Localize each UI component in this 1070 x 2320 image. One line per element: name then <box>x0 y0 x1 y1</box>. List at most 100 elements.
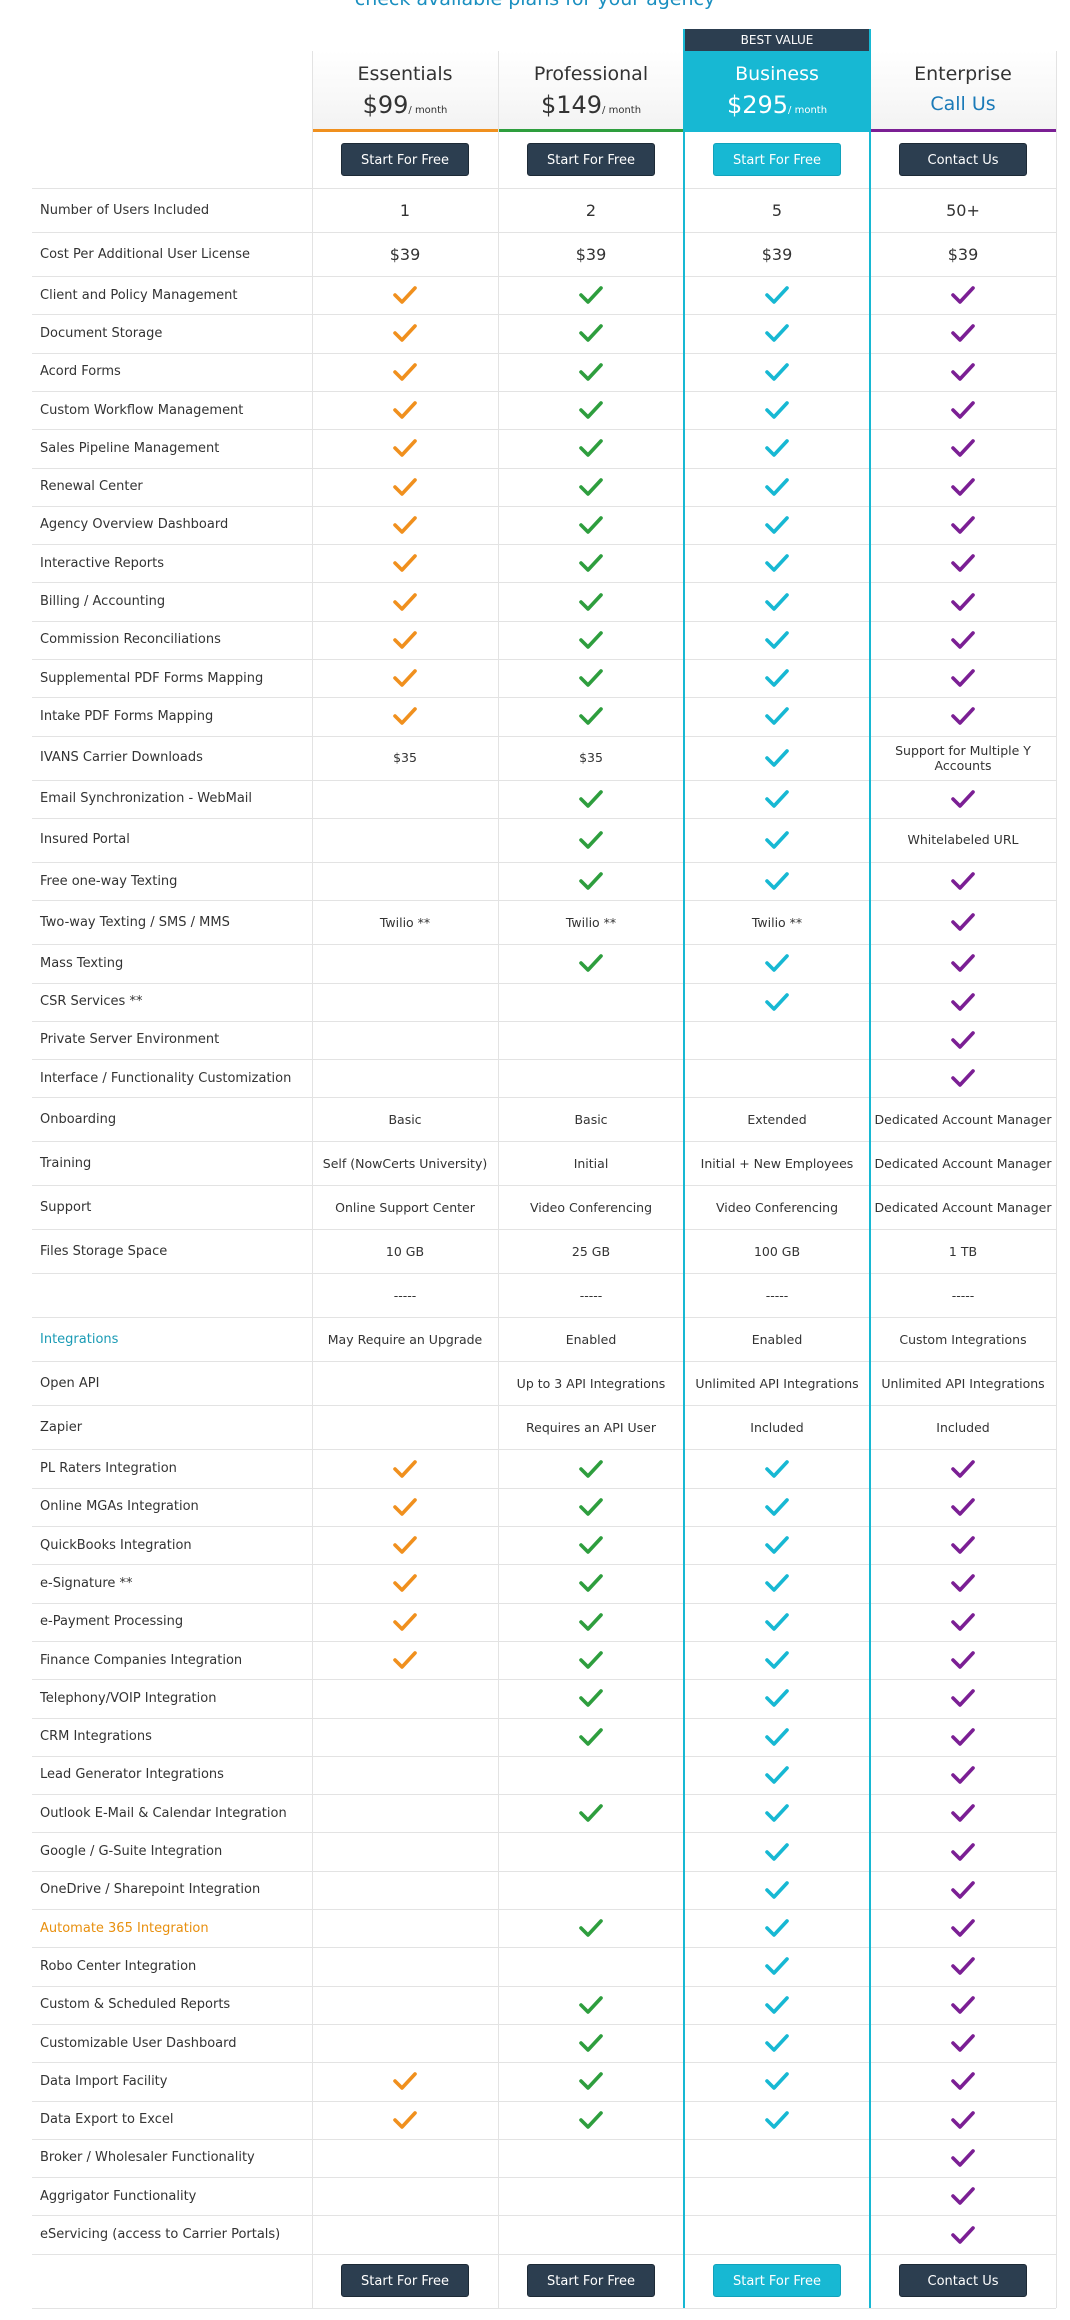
plan-price: $295 <box>726 91 789 119</box>
checkmark-stroke <box>765 554 789 573</box>
plan-header: Professional $149/ month <box>498 51 684 132</box>
check-cell <box>870 697 1056 735</box>
plan-header: Essentials $99/ month <box>312 51 498 132</box>
plan-button[interactable]: Start For Free <box>341 2264 469 2298</box>
plan-button[interactable]: Start For Free <box>713 143 841 176</box>
row-label: Lead Generator Integrations <box>40 1767 224 1783</box>
check-cell <box>684 353 870 391</box>
row-divider <box>32 982 1056 984</box>
checkmark <box>765 2110 789 2129</box>
row-divider <box>32 697 1056 699</box>
row-label: e-Payment Processing <box>40 1614 184 1630</box>
checkmark <box>951 669 975 687</box>
checkmark-stroke <box>951 789 975 808</box>
row-label: CRM Integrations <box>40 1729 152 1745</box>
row-divider <box>32 817 1056 819</box>
cell-text: 1 TB <box>948 1243 978 1259</box>
checkmark-stroke <box>951 2149 975 2167</box>
row-label: Telephony/VOIP Integration <box>40 1690 217 1706</box>
checkmark-stroke <box>765 2034 789 2052</box>
checkmark-stroke <box>393 707 417 726</box>
check-cell <box>498 2062 684 2100</box>
checkmark-stroke <box>951 1069 975 1088</box>
check-cell <box>870 1603 1056 1641</box>
checkmark <box>951 1031 975 1049</box>
checkmark-stroke <box>951 2034 975 2052</box>
checkmark-stroke <box>765 789 789 808</box>
check-cell <box>684 1526 870 1564</box>
plan-price-block: $99/ month <box>312 91 498 119</box>
checkmark <box>951 1459 975 1478</box>
check-cell <box>870 1794 1056 1832</box>
check-cell <box>684 1909 870 1947</box>
plan-period: / month <box>408 105 448 116</box>
row-divider <box>32 1185 1056 1187</box>
check-cell <box>312 621 498 659</box>
cell-text: ----- <box>579 1287 603 1303</box>
row-label: CSR Services ** <box>40 994 143 1010</box>
row-label: Custom & Scheduled Reports <box>40 1997 231 2013</box>
checkmark-stroke <box>951 2225 975 2244</box>
plan-name: Professional <box>533 63 649 85</box>
cell-text: Unlimited API Integrations <box>695 1375 859 1391</box>
checkmark-stroke <box>579 1727 603 1746</box>
plan-button[interactable]: Contact Us <box>899 2264 1027 2298</box>
checkmark <box>765 954 789 973</box>
checkmark <box>951 2149 975 2167</box>
row-divider <box>32 390 1056 392</box>
checkmark <box>393 2072 417 2091</box>
row-divider <box>32 314 1056 316</box>
row-label: Private Server Environment <box>40 1032 220 1048</box>
check-cell <box>312 429 498 467</box>
plan-button[interactable]: Start For Free <box>341 143 469 176</box>
row-divider <box>32 467 1056 469</box>
checkmark-stroke <box>579 1919 603 1937</box>
plan-button[interactable]: Contact Us <box>899 143 1027 176</box>
checkmark-stroke <box>579 1574 603 1593</box>
check-cell <box>870 1526 1056 1564</box>
plan-button[interactable]: Start For Free <box>527 143 655 176</box>
row-label: Supplemental PDF Forms Mapping <box>40 670 264 686</box>
checkmark-stroke <box>579 1689 603 1708</box>
check-cell <box>684 697 870 735</box>
check-cell <box>498 1794 684 1832</box>
checkmark-stroke <box>765 1574 789 1593</box>
checkmark-stroke <box>393 439 417 458</box>
cell-text: 2 <box>585 200 597 220</box>
plan-button[interactable]: Start For Free <box>527 2264 655 2298</box>
checkmark-stroke <box>579 516 603 534</box>
row-label: Files Storage Space <box>40 1243 168 1259</box>
check-cell <box>870 1679 1056 1717</box>
row-label: Insured Portal <box>40 832 130 848</box>
row-label: e-Signature ** <box>40 1575 133 1591</box>
row-divider <box>32 2023 1056 2025</box>
check-cell <box>870 468 1056 506</box>
cell-text: Twilio ** <box>565 914 617 930</box>
checkmark-stroke <box>765 401 789 419</box>
checkmark-stroke <box>579 362 603 381</box>
checkmark-stroke <box>951 439 975 458</box>
checkmark <box>579 631 603 649</box>
check-cell <box>312 1526 498 1564</box>
checkmark <box>765 1919 789 1937</box>
checkmark-stroke <box>393 401 417 419</box>
checkmark-stroke <box>951 1995 975 2014</box>
check-cell <box>684 736 870 780</box>
check-cell <box>684 780 870 818</box>
checkmark-stroke <box>765 362 789 381</box>
check-cell <box>498 1679 684 1717</box>
cell-text: Basic <box>574 1111 608 1127</box>
checkmark-stroke <box>765 831 789 849</box>
checkmark-stroke <box>951 592 975 611</box>
cell-text: Video Conferencing <box>529 1199 653 1215</box>
checkmark <box>393 554 417 573</box>
plan-button[interactable]: Start For Free <box>713 2264 841 2298</box>
checkmark <box>951 439 975 458</box>
checkmark <box>951 362 975 381</box>
checkmark-stroke <box>951 516 975 534</box>
row-label: Renewal Center <box>40 479 143 495</box>
checkmark <box>579 1536 603 1554</box>
check-cell <box>870 1832 1056 1870</box>
checkmark-stroke <box>951 707 975 726</box>
checkmark <box>579 2110 603 2129</box>
